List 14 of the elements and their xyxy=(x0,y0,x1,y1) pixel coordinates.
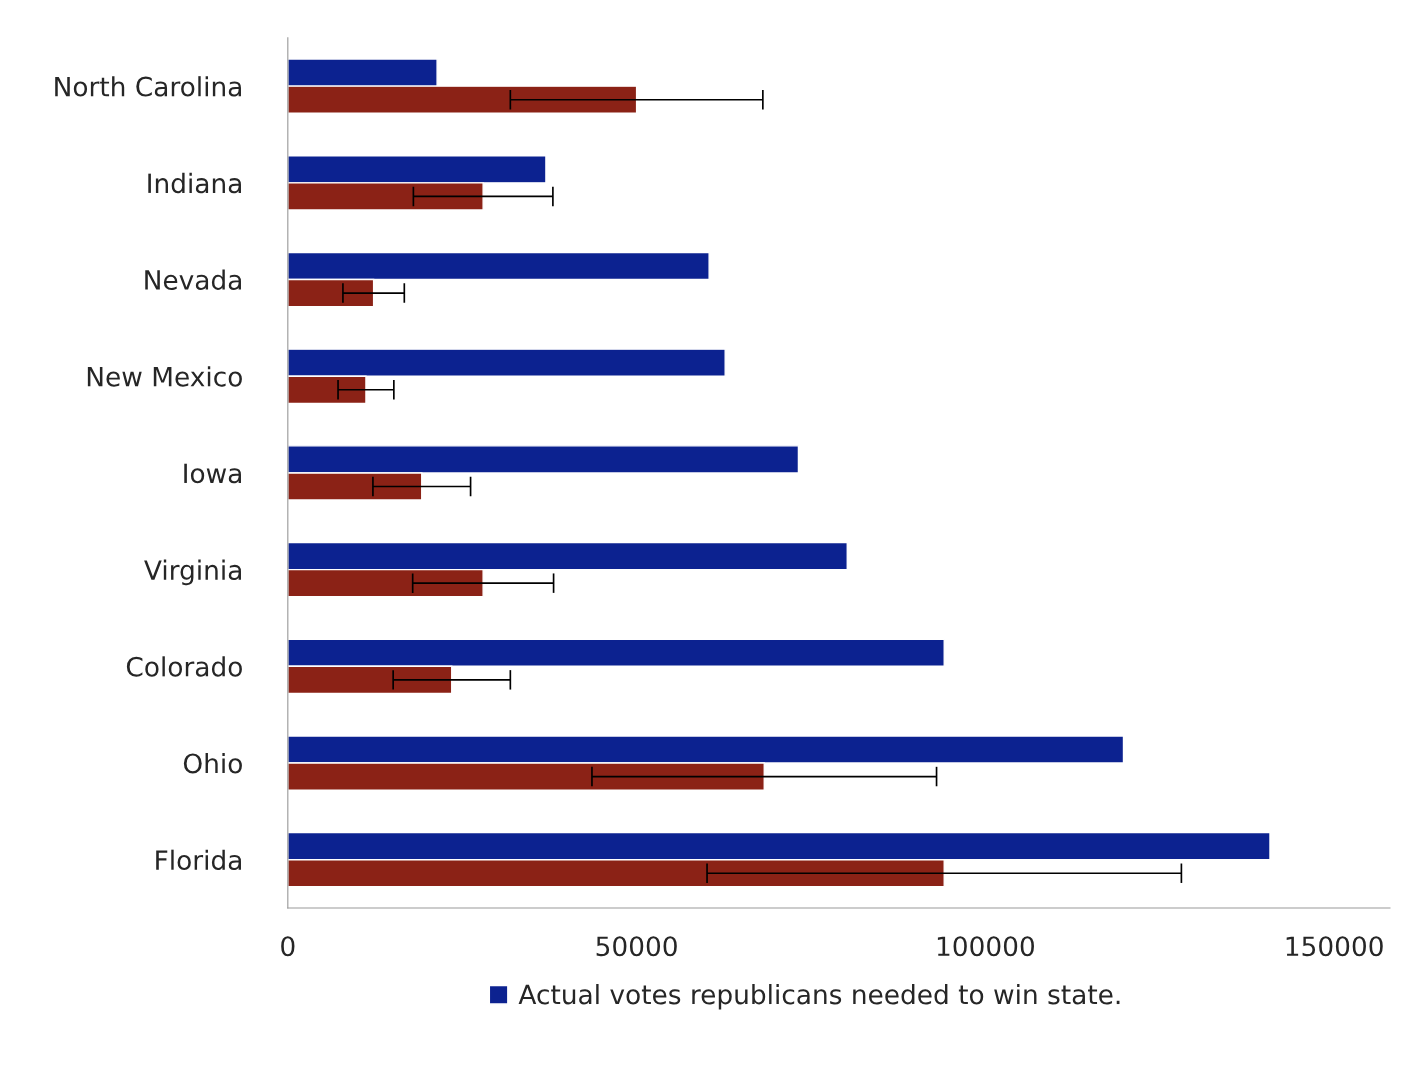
x-tick-label: 50000 xyxy=(596,936,677,957)
legend-label: Actual votes republicans needed to win state. xyxy=(518,984,1120,1010)
y-tick-label: Nevada xyxy=(145,269,241,290)
y-tick-label: Indiana xyxy=(148,172,241,194)
y-tick-label: Florida xyxy=(156,849,241,871)
y-tick-label: North Carolina xyxy=(55,76,241,97)
y-tick-label: Ohio xyxy=(183,752,242,774)
y-tick-label: New Mexico xyxy=(87,366,242,387)
y-tick-label: Virginia xyxy=(144,559,241,586)
y-tick-label: Colorado xyxy=(126,656,242,677)
y-tick-label: Iowa xyxy=(184,463,241,484)
x-tick-label: 0 xyxy=(281,936,295,957)
x-tick-label: 100000 xyxy=(937,936,1034,957)
x-tick-label: 150000 xyxy=(1286,936,1383,957)
